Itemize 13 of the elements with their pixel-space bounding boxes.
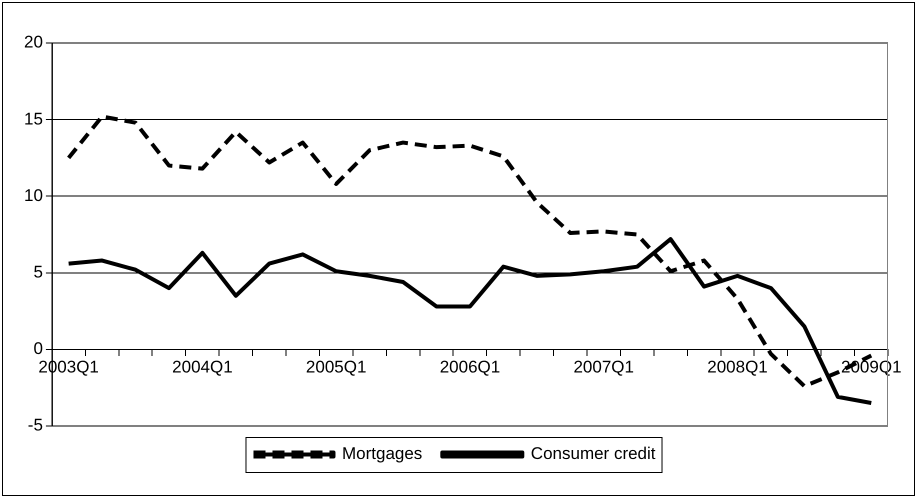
legend-label: Mortgages: [342, 444, 422, 464]
x-tick-label: 2006Q1: [440, 357, 500, 376]
x-tick-label: 2005Q1: [306, 357, 366, 376]
y-tick-label: 15: [24, 109, 43, 128]
legend-label: Consumer credit: [530, 444, 656, 464]
x-tick-label: 2004Q1: [172, 357, 233, 376]
y-tick-label: 0: [33, 339, 43, 358]
y-tick-label: 5: [33, 262, 43, 282]
x-tick-label: 2008Q1: [707, 357, 768, 376]
y-tick-label: 20: [24, 32, 43, 52]
y-tick-label: 10: [24, 186, 43, 205]
y-tick-label: -5: [28, 416, 43, 435]
x-tick-label: 2007Q1: [573, 357, 634, 376]
